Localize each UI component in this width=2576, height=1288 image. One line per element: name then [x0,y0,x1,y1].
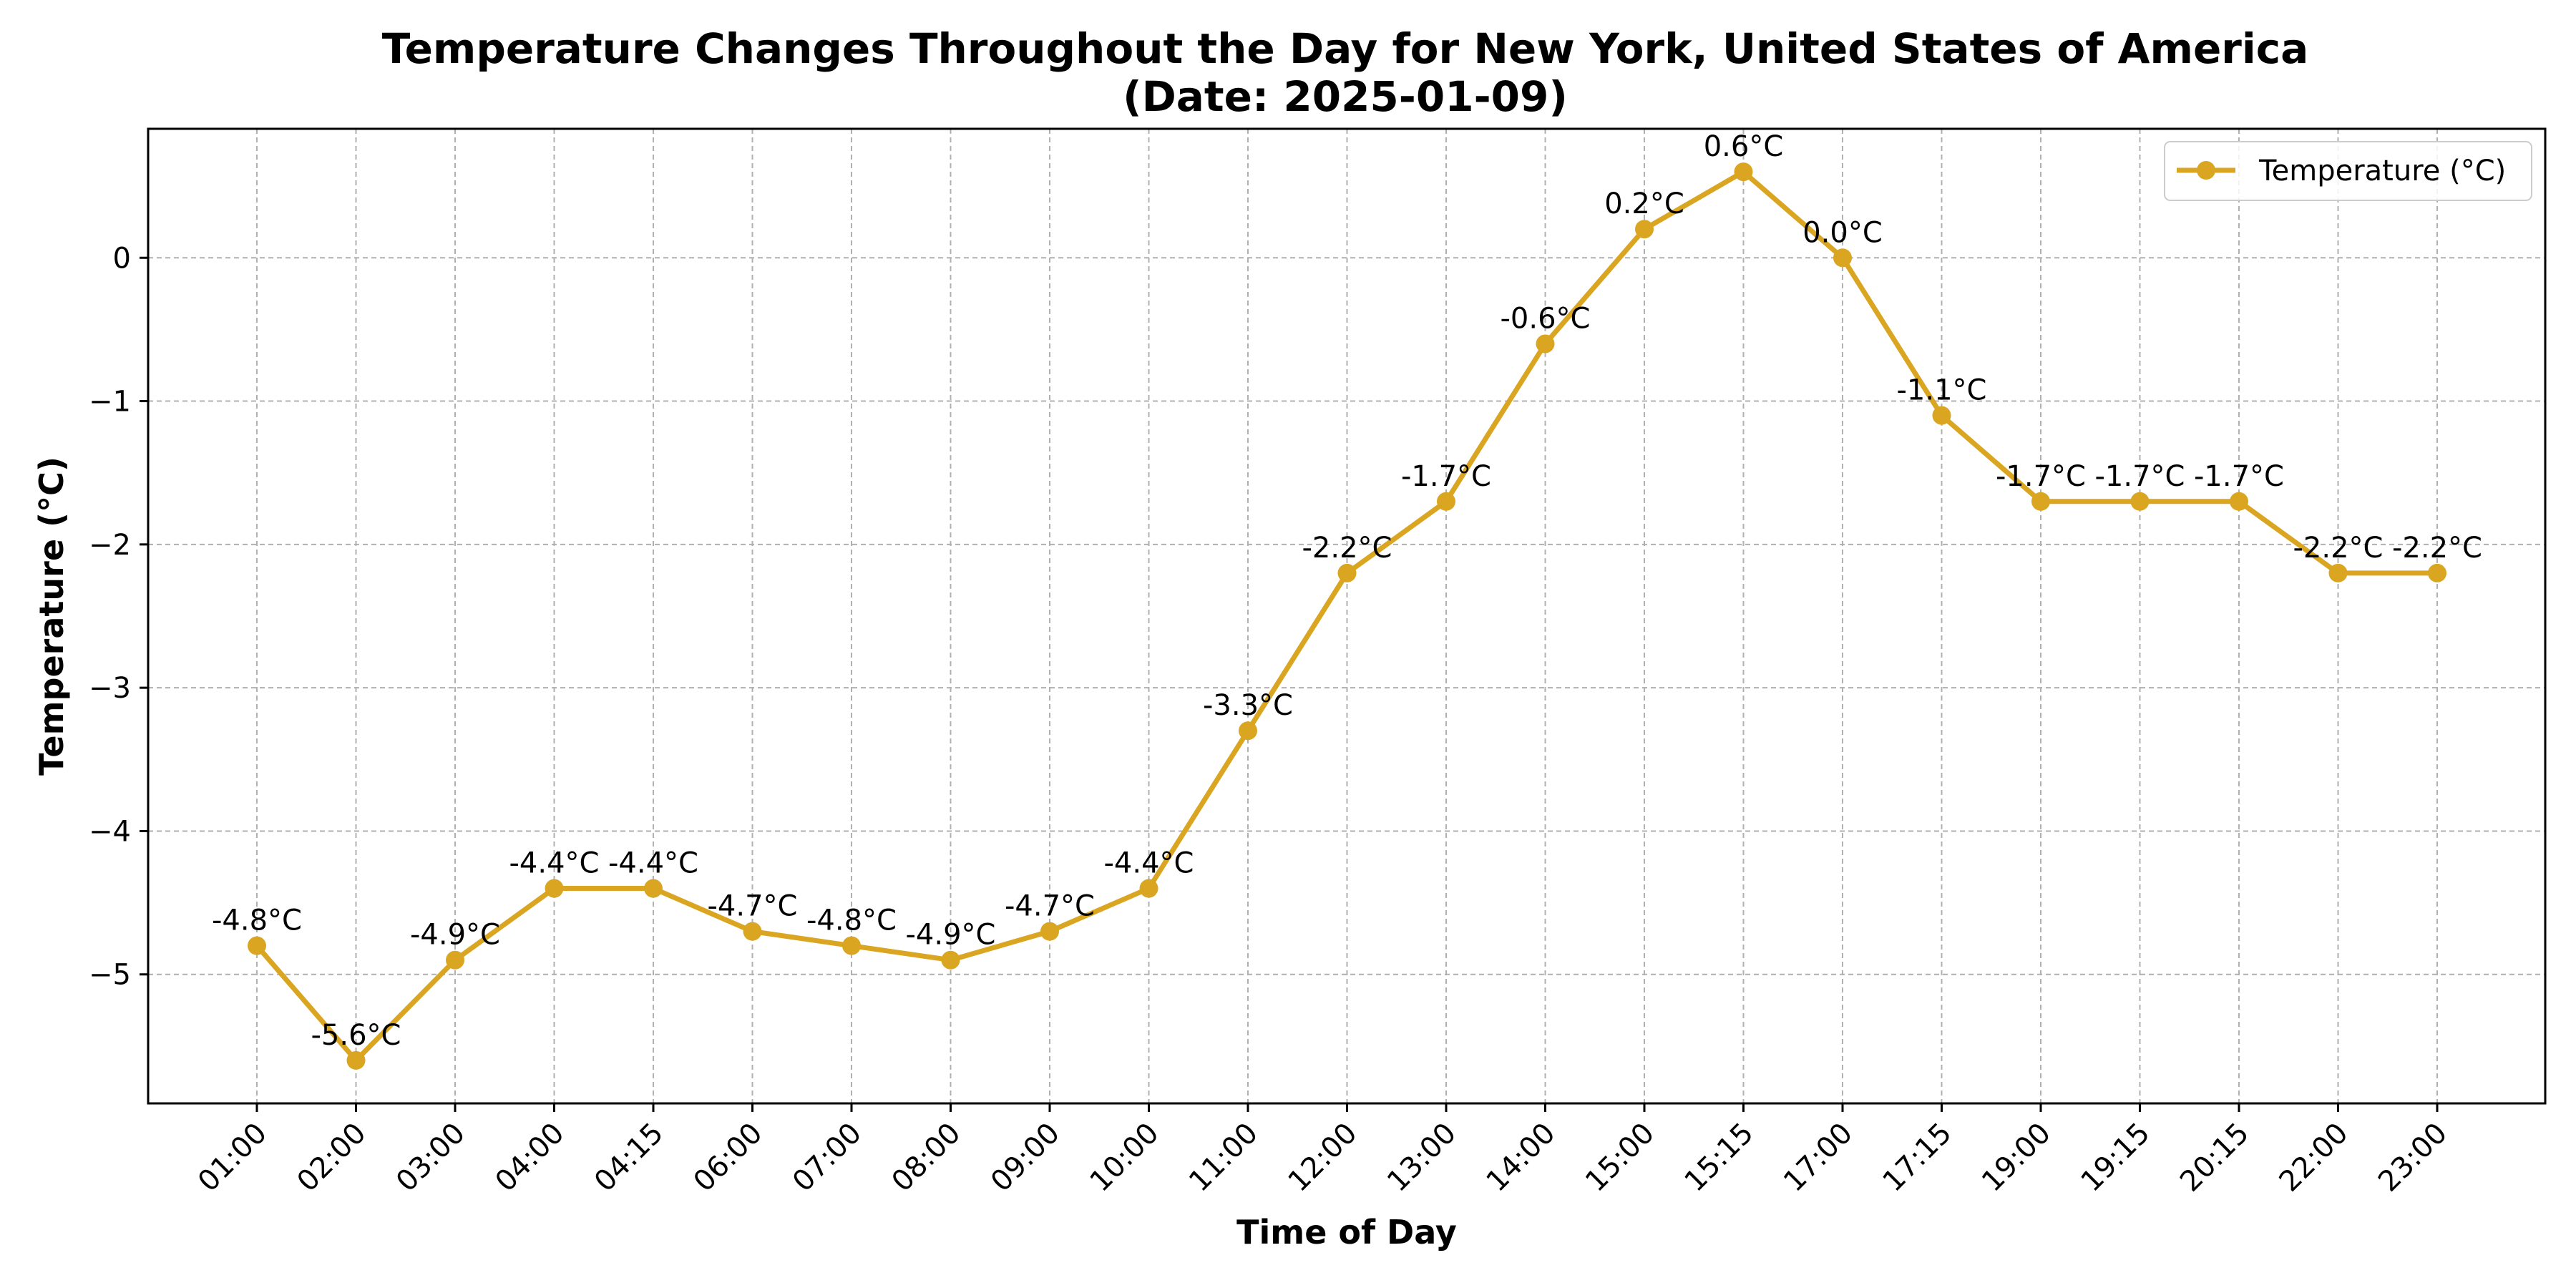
x-tick-label: 03:00 [390,1117,472,1199]
legend-marker-swatch [2197,161,2215,180]
grid-layer [148,129,2545,1103]
data-point [2130,492,2150,511]
data-point [346,1050,366,1070]
data-points [248,162,2446,1070]
x-tick-label: 08:00 [886,1117,967,1199]
data-point [1239,721,1257,741]
data-point [2428,563,2446,582]
legend-entry-temperature: Temperature (°C) [2258,155,2506,187]
data-label: -0.6°C [1501,302,1591,335]
data-point [1635,220,1654,239]
data-label: -4.8°C [212,904,302,937]
data-label: -1.7°C [2194,460,2284,493]
x-tick-label: 10:00 [1084,1117,1166,1199]
x-axis-label: Time of Day [1236,1213,1457,1252]
data-label: -4.7°C [1005,890,1095,923]
data-point [842,936,861,955]
data-label: 0.6°C [1704,130,1784,163]
x-tick-label: 19:00 [1976,1117,2057,1199]
data-label: -4.9°C [906,919,996,952]
data-point [743,922,762,941]
x-tick-label: 15:00 [1579,1117,1661,1199]
y-tick-label: −5 [89,959,131,992]
x-tick-label: 11:00 [1183,1117,1264,1199]
legend-box [2164,141,2532,201]
data-point [1139,879,1158,898]
data-label: -1.7°C [1996,460,2086,493]
data-point [644,879,663,898]
plot-frame [147,127,2547,1105]
x-tick-label: 15:15 [1679,1117,1760,1199]
data-label: -4.4°C [1104,847,1194,880]
x-tick-label: 13:00 [1381,1117,1463,1199]
data-point [545,879,564,898]
data-point [2230,492,2248,511]
data-point [1437,492,1455,511]
legend: Temperature (°C) [2164,141,2532,201]
data-label: -4.4°C [608,847,698,880]
x-tick-label: 09:00 [985,1117,1066,1199]
y-ticks: −5 −4 −3 −2 −1 0 [89,242,148,992]
chart-title: Temperature Changes Throughout the Day f… [382,24,2309,73]
x-tick-label: 04:00 [489,1117,571,1199]
data-point [1536,334,1555,353]
x-tick-label: 01:00 [192,1117,273,1199]
x-tick-label: 17:15 [1877,1117,1958,1199]
data-label: 0.2°C [1604,187,1684,220]
x-tick-label: 14:00 [1480,1117,1562,1199]
data-label: -4.7°C [708,890,798,923]
data-point [2328,563,2348,582]
x-tick-label: 17:00 [1777,1117,1859,1199]
data-labels: -4.8°C-5.6°C-4.9°C-4.4°C -4.4°C-4.7°C -4.8… [212,130,2482,1052]
y-tick-label: −1 [89,386,131,419]
data-label: -4.8°C [806,904,897,937]
y-tick-label: −4 [89,815,131,848]
x-ticks: 01:00 02:00 03:00 04:00 04:15 06:00 07:00 08:00… [192,1103,2454,1199]
data-point [1734,162,1753,182]
data-label: -3.3°C [1203,689,1293,722]
y-axis-label: Temperature (°C) [32,457,71,776]
data-label: -4.9°C [410,919,500,952]
data-point [1337,563,1357,582]
data-point [248,936,266,955]
data-point [2031,492,2050,511]
x-tick-label: 20:15 [2174,1117,2255,1199]
x-tick-label: 06:00 [688,1117,769,1199]
data-label: -2.2°C [2293,532,2384,565]
data-point [941,950,960,970]
data-label: 0.0°C [1802,216,1883,249]
x-tick-label: 04:15 [588,1117,670,1199]
x-tick-label: 12:00 [1282,1117,1364,1199]
x-tick-label: 07:00 [786,1117,868,1199]
data-label: -2.2°C [2392,532,2482,565]
data-label: -5.6°C [311,1019,401,1052]
data-label: -1.1°C [1897,374,1987,407]
data-point [446,950,464,970]
y-tick-label: −2 [89,529,131,562]
data-point [1833,248,1852,268]
data-point [1932,406,1951,425]
data-label: -2.2°C [1302,532,1392,565]
chart-subtitle: (Date: 2025-01-09) [1123,72,1568,121]
data-label: -1.7°C [2095,460,2185,493]
x-tick-label: 22:00 [2273,1117,2355,1199]
y-tick-label: 0 [113,242,131,275]
x-tick-label: 19:15 [2075,1117,2157,1199]
data-label: -4.4°C [509,847,600,880]
data-label: -1.7°C [1401,460,1491,493]
x-tick-label: 02:00 [291,1117,373,1199]
x-tick-label: 23:00 [2372,1117,2454,1199]
y-tick-label: −3 [89,672,131,705]
data-point [1040,922,1059,941]
